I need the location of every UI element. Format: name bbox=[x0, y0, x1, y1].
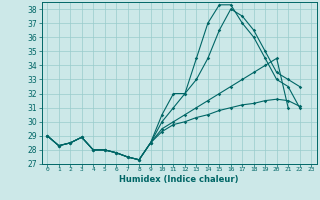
X-axis label: Humidex (Indice chaleur): Humidex (Indice chaleur) bbox=[119, 175, 239, 184]
